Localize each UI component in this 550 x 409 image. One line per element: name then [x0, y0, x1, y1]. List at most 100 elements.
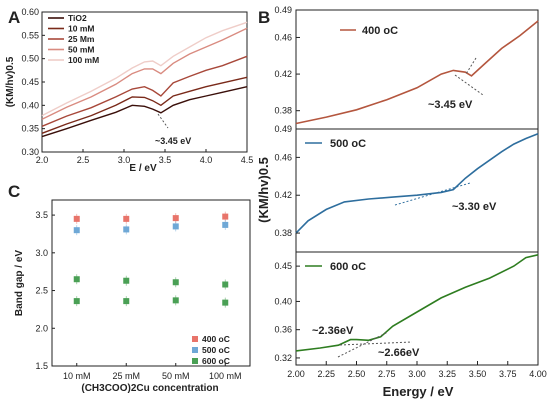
panel-b-ytick-label: 0.42 — [274, 69, 292, 79]
panel-b1-annotation: ~3.45 eV — [428, 99, 473, 111]
panel-a-legend-label: 50 mM — [68, 45, 94, 55]
panel-a-ytick-label: 0.40 — [21, 100, 39, 110]
panel-label-a: A — [8, 8, 20, 27]
panel-a-series-line — [41, 76, 248, 134]
panel-c-ytick-label: 2.0 — [35, 323, 48, 333]
panel-b-plot: 0.38 0.42 0.46 0.49 0.38 0.42 0.46 0.49 0.32 0.36… — [256, 5, 547, 399]
panel-b1-tangent-right — [465, 57, 477, 75]
panel-b3-annotation-1: ~2.36eV — [312, 325, 354, 337]
panel-b-xtick-label: 3.50 — [469, 369, 487, 379]
panel-b-ytick-label: 0.40 — [274, 296, 292, 306]
panel-c-frame — [51, 199, 251, 367]
panel-a-series-line — [41, 55, 248, 127]
panel-c-ytick-label: 1.5 — [35, 361, 48, 371]
panel-label-c: C — [8, 182, 20, 201]
panel-b-xtick-label: 2.25 — [317, 369, 335, 379]
panel-c-point — [222, 281, 229, 288]
panel-c-plot: 1.5 2.0 2.5 3.0 3.5 10 mM 25 mM 50 mM 100 mM 400… — [14, 199, 251, 394]
panel-c-legend-swatch — [192, 336, 198, 342]
panel-a-series-line — [41, 21, 248, 117]
panel-b2-tangent — [394, 182, 471, 206]
panel-c-point — [123, 298, 130, 305]
panel-b-ylabel: (KM/hv)0.5 — [256, 157, 271, 223]
panel-c-xtick-label: 100 mM — [209, 371, 242, 381]
panel-b1-frame — [295, 9, 539, 130]
panel-b-ytick-label: 0.46 — [274, 32, 292, 42]
panel-c-xlabel: (CH3COO)2Cu concentration — [81, 383, 218, 394]
panel-b3-annotation-2: ~2.66eV — [378, 347, 420, 359]
panel-b-xtick-label: 2.00 — [287, 369, 305, 379]
panel-a-annotation-leader — [157, 113, 169, 129]
panel-a-series-line — [41, 86, 248, 138]
panel-c-point — [73, 215, 80, 222]
panel-c-point — [123, 277, 130, 284]
panel-b3-title: 600 oC — [330, 261, 366, 273]
panel-b-xtick-label: 3.25 — [438, 369, 456, 379]
panel-a-xtick-label: 4.0 — [200, 155, 213, 165]
panel-c-point — [172, 297, 179, 304]
panel-b1-tangent-left — [454, 74, 484, 96]
panel-b-ytick-label: 0.36 — [274, 325, 292, 335]
panel-b-ytick-label: 0.42 — [274, 190, 292, 200]
panel-c-legend-label: 600 oC — [202, 356, 230, 366]
panel-a-legend-label: 10 mM — [68, 24, 94, 34]
panel-c-point — [123, 215, 130, 222]
panel-b-xtick-label: 3.75 — [499, 369, 517, 379]
panel-b-ytick-label: 0.38 — [274, 106, 292, 116]
panel-a-ytick-label: 0.60 — [21, 7, 39, 17]
panel-b-series-line — [295, 132, 539, 234]
panel-b-series-line — [295, 254, 539, 352]
panel-a-legend-label: 25 Mm — [68, 34, 95, 44]
panel-c-ytick-label: 2.5 — [35, 286, 48, 296]
panel-a-xtick-label: 2.5 — [77, 155, 90, 165]
panel-b2-title: 500 oC — [330, 138, 366, 150]
panel-b-ytick-label: 0.49 — [274, 5, 292, 15]
panel-c-point — [172, 279, 179, 286]
panel-a-series-line — [41, 27, 248, 120]
panel-b1-title: 400 oC — [362, 25, 398, 37]
panel-b-xtick-label: 4.00 — [529, 369, 547, 379]
panel-c-point — [222, 299, 229, 306]
panel-a-xtick-label: 2.0 — [36, 155, 49, 165]
panel-a-ytick-label: 0.35 — [21, 124, 39, 134]
panel-a-ytick-label: 0.30 — [21, 147, 39, 157]
panel-a-xlabel: E / eV — [129, 163, 157, 174]
panel-c-point — [172, 223, 179, 230]
panel-a-ytick-label: 0.45 — [21, 77, 39, 87]
panel-c-legend-label: 400 oC — [202, 334, 230, 344]
panel-a-legend-label: 100 mM — [68, 55, 99, 65]
panel-c-point — [222, 213, 229, 220]
panel-a-xtick-label: 4.5 — [241, 155, 254, 165]
panel-a-ytick-label: 0.50 — [21, 54, 39, 64]
panel-a-plot: 2.0 2.5 3.0 3.5 4.0 4.5 0.30 0.35 0.40 0.45 0.50 0.… — [5, 7, 253, 174]
panel-a-xtick-label: 3.0 — [118, 155, 131, 165]
panel-c-point — [123, 226, 130, 233]
panel-b-xlabel: Energy / eV — [383, 384, 454, 399]
panel-c-point — [172, 215, 179, 222]
panel-a-legend-label: TiO2 — [68, 13, 87, 23]
panel-label-b: B — [258, 8, 270, 27]
panel-b-ytick-label: 0.38 — [274, 228, 292, 238]
panel-c-point — [73, 276, 80, 283]
panel-c-point — [73, 298, 80, 305]
panel-c-point — [222, 221, 229, 228]
panel-c-point — [73, 227, 80, 234]
panel-c-xtick-label: 10 mM — [63, 371, 91, 381]
panel-c-legend-swatch — [192, 358, 198, 364]
panel-b3-tangent-1 — [337, 331, 389, 358]
panel-c-xtick-label: 25 mM — [112, 371, 140, 381]
panel-c-ylabel: Band gap / eV — [14, 250, 25, 316]
panel-b-ytick-label: 0.46 — [274, 152, 292, 162]
panel-c-xtick-label: 50 mM — [162, 371, 190, 381]
panel-b-series-line — [295, 20, 539, 125]
panel-a-xtick-label: 3.5 — [159, 155, 172, 165]
panel-b-ytick-label: 0.32 — [274, 353, 292, 363]
panel-a-ytick-label: 0.55 — [21, 30, 39, 40]
panel-c-legend-label: 500 oC — [202, 345, 230, 355]
panel-b-xtick-label: 3.00 — [408, 369, 426, 379]
panel-b3-tangent-2 — [339, 341, 413, 346]
panel-a-annotation: ~3.45 eV — [155, 136, 191, 146]
